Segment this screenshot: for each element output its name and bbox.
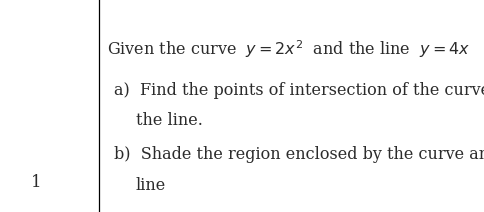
Text: a)  Find the points of intersection of the curve and: a) Find the points of intersection of th…: [114, 82, 484, 99]
Text: Given the curve  $y = 2x^2$  and the line  $y = 4x$: Given the curve $y = 2x^2$ and the line …: [106, 38, 469, 60]
Text: line: line: [136, 177, 166, 194]
Text: the line.: the line.: [136, 112, 202, 129]
Text: 1: 1: [31, 174, 42, 191]
Text: b)  Shade the region enclosed by the curve and the: b) Shade the region enclosed by the curv…: [114, 146, 484, 163]
